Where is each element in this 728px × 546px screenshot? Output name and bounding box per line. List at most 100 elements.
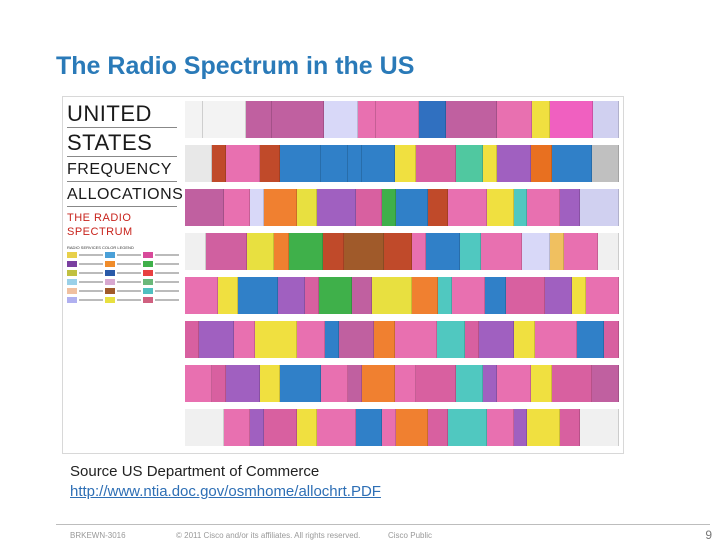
legend-label-placeholder — [79, 299, 103, 301]
frequency-allocation-segment — [452, 277, 486, 314]
legend-swatch — [67, 288, 77, 294]
frequency-allocation-segment — [487, 409, 514, 446]
frequency-allocation-segment — [522, 233, 550, 270]
frequency-allocation-segment — [598, 233, 619, 270]
frequency-allocation-segment — [185, 145, 213, 182]
frequency-allocation-segment — [395, 321, 437, 358]
legend-swatch — [105, 279, 115, 285]
frequency-band-row — [185, 189, 619, 226]
frequency-allocation-segment — [361, 365, 396, 402]
legend-swatch — [67, 279, 77, 285]
frequency-allocation-segment — [591, 145, 619, 182]
chart-title-rule — [67, 127, 177, 128]
legend-swatch — [105, 261, 115, 267]
frequency-allocation-segment — [395, 409, 429, 446]
legend-label-placeholder — [155, 290, 179, 292]
slide-title: The Radio Spectrum in the US — [56, 52, 415, 80]
page-number: 9 — [705, 528, 712, 542]
frequency-allocation-segment — [563, 233, 599, 270]
legend-label-placeholder — [117, 281, 141, 283]
frequency-allocation-segment — [347, 365, 362, 402]
frequency-allocation-segment — [592, 101, 619, 138]
frequency-allocation-segment — [185, 321, 200, 358]
source-text: Source US Department of Commerce http://… — [70, 462, 381, 502]
legend-entry — [105, 252, 141, 258]
legend-swatch — [105, 270, 115, 276]
frequency-allocation-segment — [185, 365, 213, 402]
source-link[interactable]: http://www.ntia.doc.gov/osmhome/allochrt… — [70, 483, 381, 500]
legend-label-placeholder — [117, 272, 141, 274]
frequency-allocation-segment — [527, 189, 561, 226]
frequency-allocation-segment — [395, 189, 429, 226]
frequency-allocation-segment — [245, 101, 273, 138]
frequency-allocation-segment — [428, 189, 449, 226]
legend-entry — [105, 270, 141, 276]
legend-entry — [143, 252, 179, 258]
frequency-band-row — [185, 277, 619, 314]
frequency-allocation-segment — [343, 233, 385, 270]
frequency-allocation-segment — [274, 233, 289, 270]
frequency-allocation-segment — [212, 145, 227, 182]
frequency-allocation-segment — [185, 189, 224, 226]
frequency-allocation-segment — [259, 365, 281, 402]
frequency-allocation-segment — [320, 145, 348, 182]
legend-entry — [67, 279, 103, 285]
frequency-band-row — [185, 101, 619, 138]
legend-swatch — [143, 261, 153, 267]
frequency-allocation-segment — [296, 189, 317, 226]
frequency-allocation-segment — [272, 101, 324, 138]
legend-swatch — [105, 297, 115, 303]
frequency-allocation-segment — [497, 101, 532, 138]
legend-entry — [105, 261, 141, 267]
frequency-allocation-segment — [238, 277, 279, 314]
frequency-allocation-segment — [185, 101, 203, 138]
footer-code: BRKEWN-3016 — [70, 531, 126, 540]
chart-subtitle: THE RADIO SPECTRUM — [67, 212, 133, 238]
frequency-allocation-segment — [487, 189, 514, 226]
frequency-allocation-segment — [560, 409, 581, 446]
frequency-allocation-segment — [212, 365, 227, 402]
frequency-allocation-segment — [296, 409, 317, 446]
legend-label-placeholder — [155, 299, 179, 301]
frequency-allocation-segment — [226, 145, 260, 182]
frequency-allocation-segment — [416, 365, 457, 402]
frequency-band-row — [185, 145, 619, 182]
frequency-allocation-segment — [358, 101, 377, 138]
legend-swatch — [143, 252, 153, 258]
legend-label-placeholder — [155, 272, 179, 274]
frequency-allocation-segment — [316, 409, 356, 446]
frequency-allocation-segment — [185, 409, 224, 446]
frequency-allocation-segment — [226, 365, 260, 402]
frequency-allocation-segment — [531, 145, 552, 182]
legend-entry — [105, 297, 141, 303]
frequency-allocation-segment — [445, 101, 498, 138]
frequency-allocation-segment — [513, 321, 536, 358]
frequency-allocation-segment — [395, 365, 417, 402]
frequency-allocation-segment — [374, 321, 396, 358]
frequency-allocation-segment — [604, 321, 619, 358]
frequency-allocation-segment — [549, 233, 564, 270]
frequency-allocation-segment — [264, 409, 297, 446]
footer-copyright: © 2011 Cisco and/or its affiliates. All … — [176, 531, 361, 540]
frequency-allocation-segment — [456, 365, 484, 402]
frequency-allocation-segment — [505, 277, 546, 314]
frequency-allocation-segment — [428, 409, 449, 446]
frequency-allocation-segment — [382, 189, 396, 226]
legend-label-placeholder — [155, 263, 179, 265]
legend-swatch — [67, 270, 77, 276]
legend-entry — [143, 279, 179, 285]
chart-title-line-1: UNITED — [67, 101, 152, 126]
frequency-allocation-segment — [464, 321, 480, 358]
frequency-allocation-segment — [416, 145, 457, 182]
spectrum-chart: UNITED STATES FREQUENCY ALLOCATIONS THE … — [62, 96, 624, 454]
legend-label-placeholder — [117, 290, 141, 292]
legend-label-placeholder — [117, 263, 141, 265]
frequency-allocation-segment — [395, 145, 417, 182]
frequency-allocation-segment — [224, 409, 251, 446]
frequency-allocation-segment — [199, 321, 235, 358]
frequency-allocation-segment — [278, 277, 305, 314]
source-line: Source US Department of Commerce — [70, 463, 320, 480]
frequency-allocation-segment — [497, 365, 532, 402]
frequency-allocation-segment — [372, 277, 412, 314]
legend-label-placeholder — [155, 254, 179, 256]
